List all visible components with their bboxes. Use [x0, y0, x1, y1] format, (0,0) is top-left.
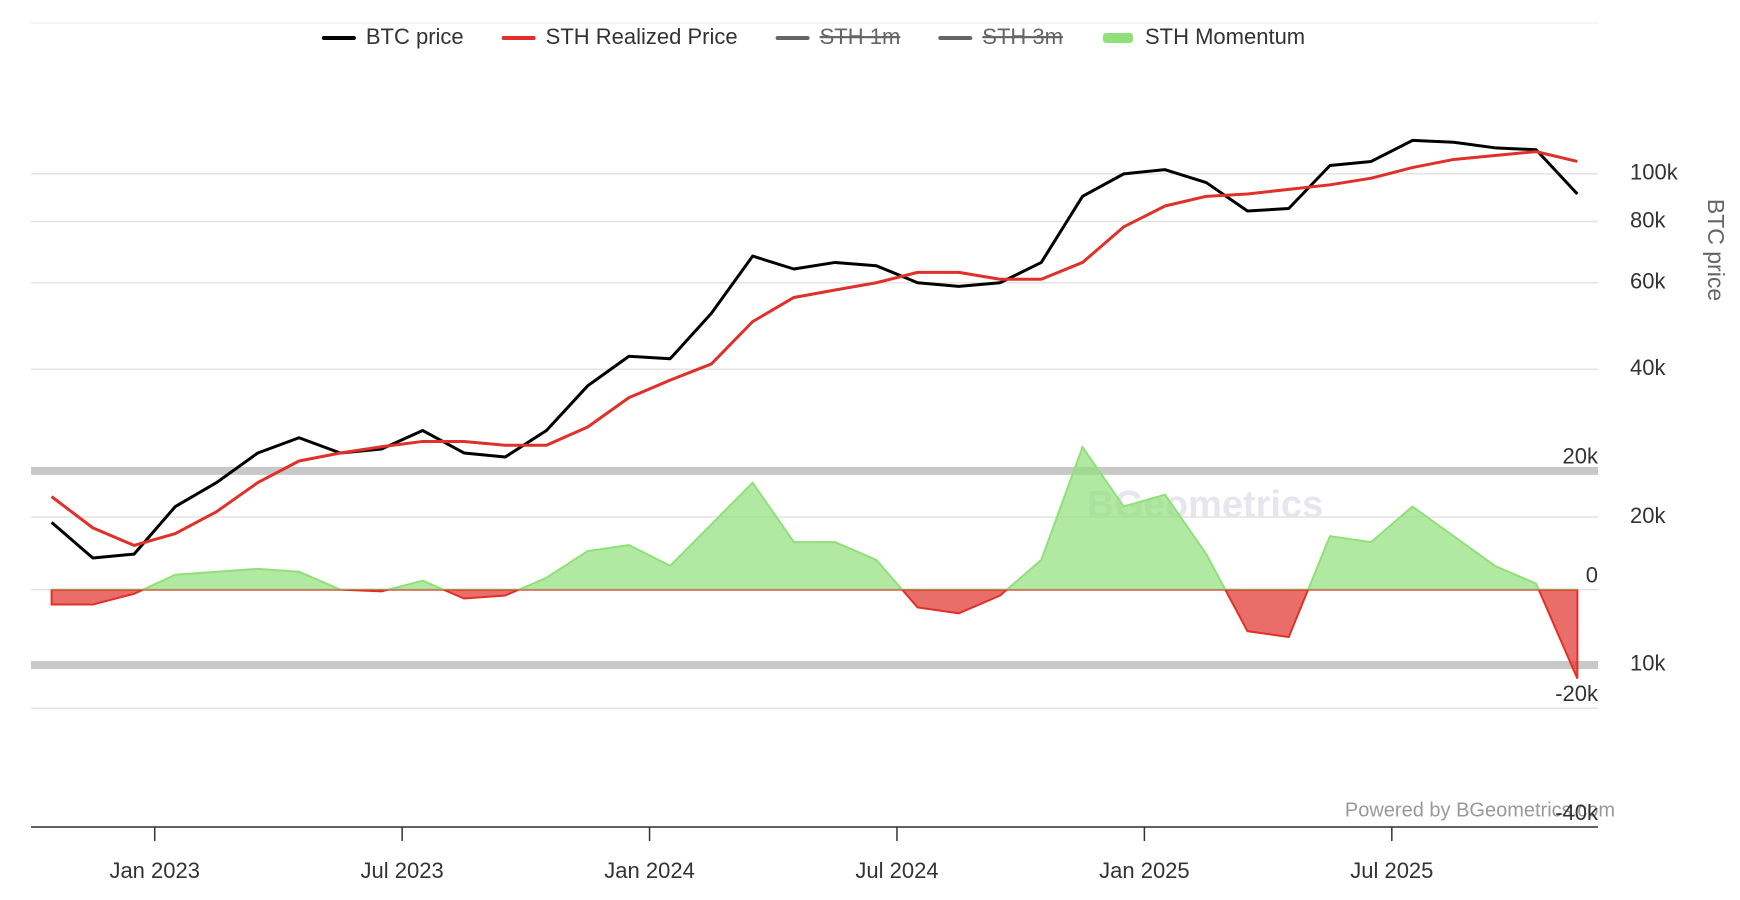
x-tick-label: Jan 2025 [1099, 858, 1190, 883]
legend-item[interactable]: BTC price [321, 24, 464, 49]
legend-item[interactable]: STH 1m [775, 24, 901, 49]
y2-tick-label: -40k [1555, 800, 1599, 825]
legend-label: STH Momentum [1145, 24, 1305, 49]
legend-label: STH 1m [820, 24, 901, 49]
y-tick-label: 20k [1630, 503, 1666, 528]
y-axis-title: BTC price [1703, 199, 1729, 301]
legend-item[interactable]: STH Realized Price [501, 24, 738, 49]
price-line [50, 150, 1578, 547]
legend-symbol [1102, 33, 1133, 43]
price-line [50, 138, 1579, 560]
y-tick-label: 80k [1630, 207, 1666, 232]
y2-tick-label: -20k [1555, 681, 1599, 706]
x-tick-label: Jul 2023 [361, 858, 444, 883]
legend-item[interactable]: STH Momentum [1102, 24, 1305, 49]
x-tick-label: Jan 2023 [109, 858, 200, 883]
x-tick-label: Jan 2024 [604, 858, 695, 883]
credit: Powered by BGeometrics.com [1345, 799, 1615, 821]
legend-label: STH 3m [982, 24, 1063, 49]
legend-item[interactable]: STH 3m [938, 24, 1063, 49]
y2-tick-label: 20k [1563, 444, 1599, 469]
y2-tick-label: 0 [1586, 562, 1598, 587]
legend-label: BTC price [366, 24, 464, 49]
y-tick-label: 100k [1630, 160, 1679, 185]
momentum-area [50, 445, 1579, 680]
y-tick-label: 10k [1630, 651, 1666, 676]
x-tick-label: Jul 2025 [1350, 858, 1433, 883]
y-tick-label: 60k [1630, 269, 1666, 294]
legend-label: STH Realized Price [546, 24, 738, 49]
y-tick-label: 40k [1630, 355, 1666, 380]
legend: BTC price STH Realized Price STH 1m STH 3m S… [321, 24, 1305, 49]
x-tick-label: Jul 2024 [855, 858, 938, 883]
